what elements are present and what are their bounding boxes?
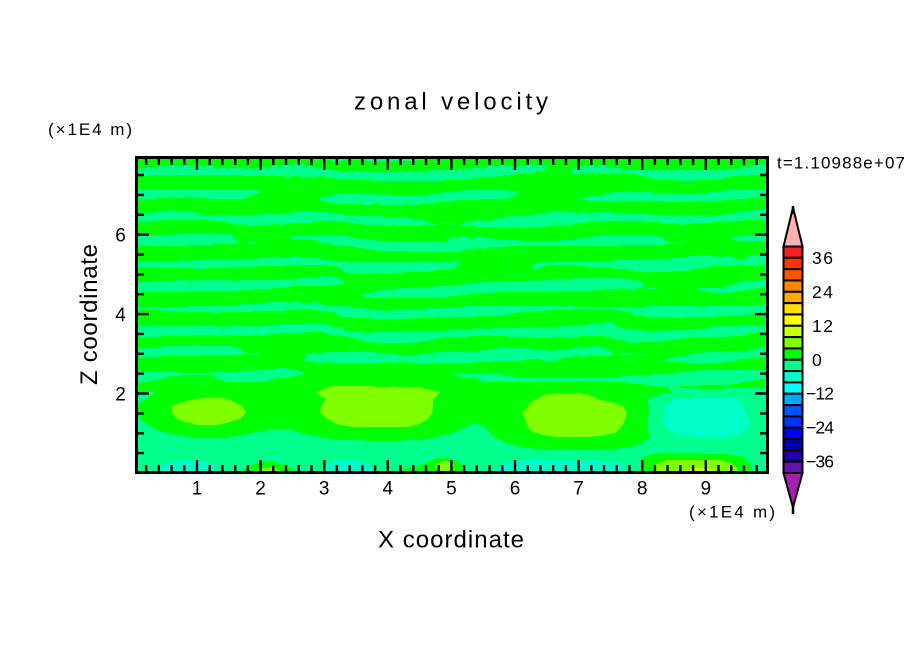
svg-text:−36: −36	[806, 452, 834, 472]
svg-text:(×1E4 m): (×1E4 m)	[48, 120, 132, 139]
svg-text:−12: −12	[806, 384, 834, 404]
svg-text:36: 36	[812, 248, 833, 268]
svg-text:−24: −24	[806, 418, 834, 438]
svg-text:9: 9	[701, 479, 712, 500]
svg-text:8: 8	[637, 479, 648, 500]
svg-text:2: 2	[115, 385, 126, 406]
svg-text:X coordinate: X coordinate	[378, 527, 524, 554]
svg-text:12: 12	[812, 316, 833, 336]
svg-text:4: 4	[115, 305, 126, 326]
svg-text:4: 4	[383, 479, 394, 500]
svg-text:6: 6	[510, 479, 521, 500]
svg-text:t=1.10988e+07: t=1.10988e+07	[777, 154, 904, 173]
svg-text:1: 1	[192, 479, 203, 500]
svg-text:(×1E4 m): (×1E4 m)	[689, 503, 775, 522]
svg-text:7: 7	[573, 479, 584, 500]
svg-text:6: 6	[115, 226, 126, 247]
svg-text:Z coordinate: Z coordinate	[76, 244, 103, 385]
svg-text:0: 0	[812, 350, 822, 370]
svg-text:24: 24	[812, 282, 833, 302]
svg-text:zonal velocity: zonal velocity	[354, 89, 548, 116]
svg-text:2: 2	[255, 479, 266, 500]
svg-text:3: 3	[319, 479, 330, 500]
svg-text:5: 5	[446, 479, 457, 500]
